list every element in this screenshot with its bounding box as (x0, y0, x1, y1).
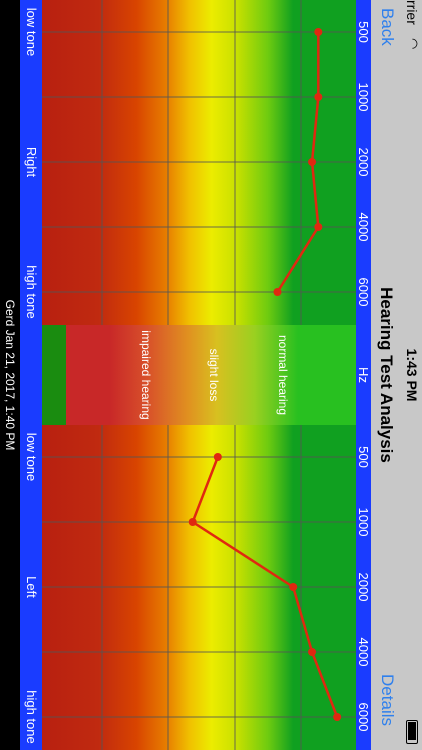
data-point-right-500 (314, 28, 323, 36)
data-point-right-4000 (314, 223, 323, 231)
data-point-left-500 (213, 453, 222, 461)
freq-label-right-2000: 2000 (356, 147, 371, 177)
data-point-right-6000 (273, 288, 282, 296)
ear-label-bar: low tone Right high tone low tone Left h… (20, 0, 42, 750)
frequency-axis-bar: 500 1000 2000 4000 6000 Hz 500 1000 2000… (356, 0, 371, 750)
freq-label-right-6000: 6000 (356, 277, 371, 307)
freq-label-left-6000: 6000 (356, 702, 371, 732)
freq-unit-label: Hz (356, 367, 371, 383)
freq-label-left-2000: 2000 (356, 572, 371, 602)
freq-label-left-500: 500 (356, 446, 371, 468)
freq-label-left-1000: 1000 (356, 507, 371, 537)
details-button[interactable]: Details (378, 674, 397, 726)
right-high-tone-label: high tone (24, 265, 39, 319)
test-timestamp: Gerd Jan 21, 2017, 1:40 PM (3, 299, 17, 451)
left-high-tone-label: high tone (24, 690, 39, 744)
hearing-plot (42, 0, 356, 750)
data-point-left-6000 (333, 713, 342, 721)
page-title: Hearing Test Analysis (377, 287, 396, 463)
freq-label-right-1000: 1000 (356, 82, 371, 112)
data-point-left-4000 (308, 648, 317, 656)
data-point-right-1000 (314, 93, 323, 101)
status-bar: rrier ◠ 1:43 PM (402, 0, 422, 750)
freq-label-right-4000: 4000 (356, 212, 371, 242)
data-point-right-2000 (308, 158, 317, 166)
left-ear-label: Left (24, 576, 39, 598)
footer: Gerd Jan 21, 2017, 1:40 PM (0, 0, 20, 750)
left-low-tone-label: low tone (24, 432, 39, 482)
chart-grid (42, 0, 356, 750)
freq-label-right-500: 500 (356, 21, 371, 43)
navigation-bar: Back Hearing Test Analysis Details (371, 0, 402, 750)
freq-label-left-4000: 4000 (356, 637, 371, 667)
data-point-left-2000 (289, 583, 298, 591)
right-low-tone-label: low tone (24, 7, 39, 57)
data-point-left-1000 (188, 518, 197, 526)
right-ear-label: Right (24, 146, 39, 178)
battery-icon (406, 720, 418, 744)
status-time: 1:43 PM (404, 348, 420, 402)
